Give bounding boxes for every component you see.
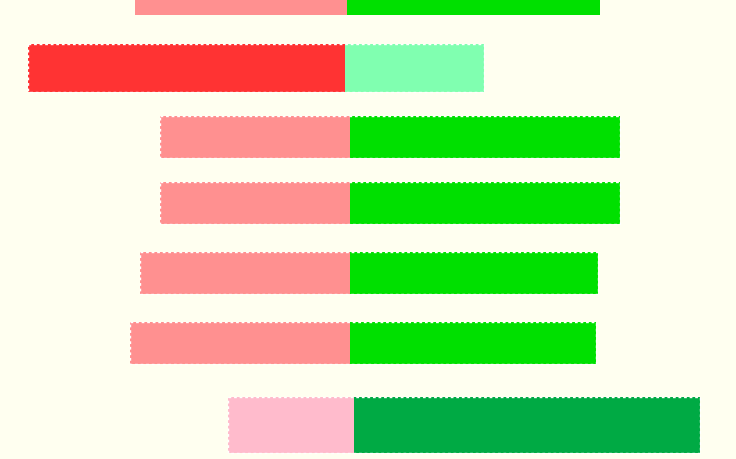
Bar xyxy=(228,397,700,453)
Bar xyxy=(160,182,620,224)
Bar xyxy=(130,322,596,364)
Bar xyxy=(350,116,620,158)
Bar xyxy=(347,0,600,15)
Bar xyxy=(160,116,350,158)
Bar xyxy=(350,322,596,364)
Bar xyxy=(160,182,350,224)
Bar xyxy=(130,322,350,364)
Bar xyxy=(354,397,700,453)
Bar xyxy=(228,397,354,453)
Bar xyxy=(350,182,620,224)
Bar xyxy=(345,44,484,92)
Bar xyxy=(135,0,347,15)
Bar xyxy=(350,252,598,294)
Bar xyxy=(140,252,598,294)
Bar xyxy=(28,44,345,92)
Bar xyxy=(140,252,350,294)
Bar xyxy=(160,116,620,158)
Bar xyxy=(28,44,484,92)
